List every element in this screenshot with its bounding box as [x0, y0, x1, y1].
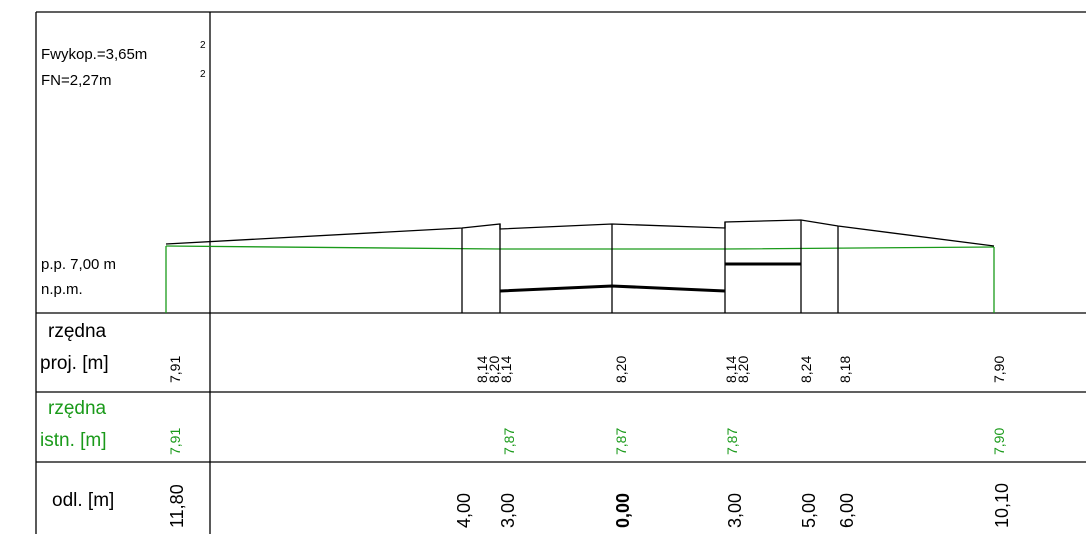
existing-ground: [165, 245, 995, 313]
design-profile-line: [165, 219, 995, 247]
odl-value: 0,00: [613, 493, 633, 528]
istn-value: 7,87: [613, 428, 629, 455]
fn-text: FN=2,27m: [41, 72, 111, 89]
odl-value: 3,00: [498, 493, 518, 528]
odl-value: 5,00: [799, 493, 819, 528]
datum-level-text: p.p. 7,00 m: [41, 256, 116, 273]
odl-value: 6,00: [837, 493, 857, 528]
odl-value: 4,00: [454, 493, 474, 528]
proj-value: 8,14: [498, 356, 514, 383]
existing-ground-line: [165, 245, 995, 250]
proj-value: 8,24: [798, 356, 814, 383]
proj-value: 8,20: [486, 356, 502, 383]
proj-value: 8,14: [474, 356, 490, 383]
design-profile: [165, 219, 995, 313]
structure-bottom: [499, 262, 801, 293]
proj-value: 8,14: [723, 356, 739, 383]
istn-value: 7,87: [501, 428, 517, 455]
structure-bottom-left: [499, 284, 726, 293]
datum-npm-text: n.p.m.: [41, 281, 83, 298]
istn-value: 7,87: [724, 428, 740, 455]
odl-value: 11,80: [167, 484, 187, 528]
frame: [35, 11, 1086, 534]
proj-value: 7,90: [991, 356, 1007, 383]
proj-row-label-1: rzędna: [48, 321, 107, 342]
fwykop-text: Fwykop.=3,65m: [41, 46, 147, 63]
fwykop-superscript: 2: [200, 40, 206, 51]
odl-value: 10,10: [992, 483, 1012, 528]
istn-value: 7,90: [991, 428, 1007, 455]
proj-value: 8,18: [837, 356, 853, 383]
odl-row-label: odl. [m]: [52, 490, 114, 511]
proj-value: 8,20: [735, 356, 751, 383]
istn-row-label-2: istn. [m]: [40, 430, 107, 451]
istn-value: 7,91: [167, 428, 183, 455]
proj-row-label-2: proj. [m]: [40, 353, 109, 374]
odl-value: 3,00: [725, 493, 745, 528]
fn-superscript: 2: [200, 69, 206, 80]
proj-value: 8,20: [613, 356, 629, 383]
istn-row-label-1: rzędna: [48, 398, 107, 419]
proj-value: 7,91: [167, 356, 183, 383]
